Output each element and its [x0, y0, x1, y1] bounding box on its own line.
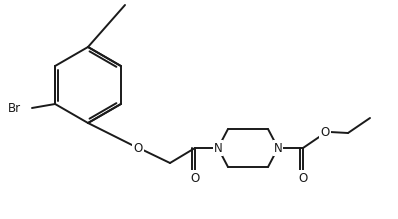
Text: O: O — [190, 171, 200, 184]
Text: O: O — [133, 141, 142, 154]
Text: O: O — [298, 171, 308, 184]
Text: N: N — [274, 141, 282, 154]
Text: Br: Br — [8, 101, 21, 115]
Text: O: O — [320, 127, 330, 140]
Text: N: N — [214, 141, 222, 154]
